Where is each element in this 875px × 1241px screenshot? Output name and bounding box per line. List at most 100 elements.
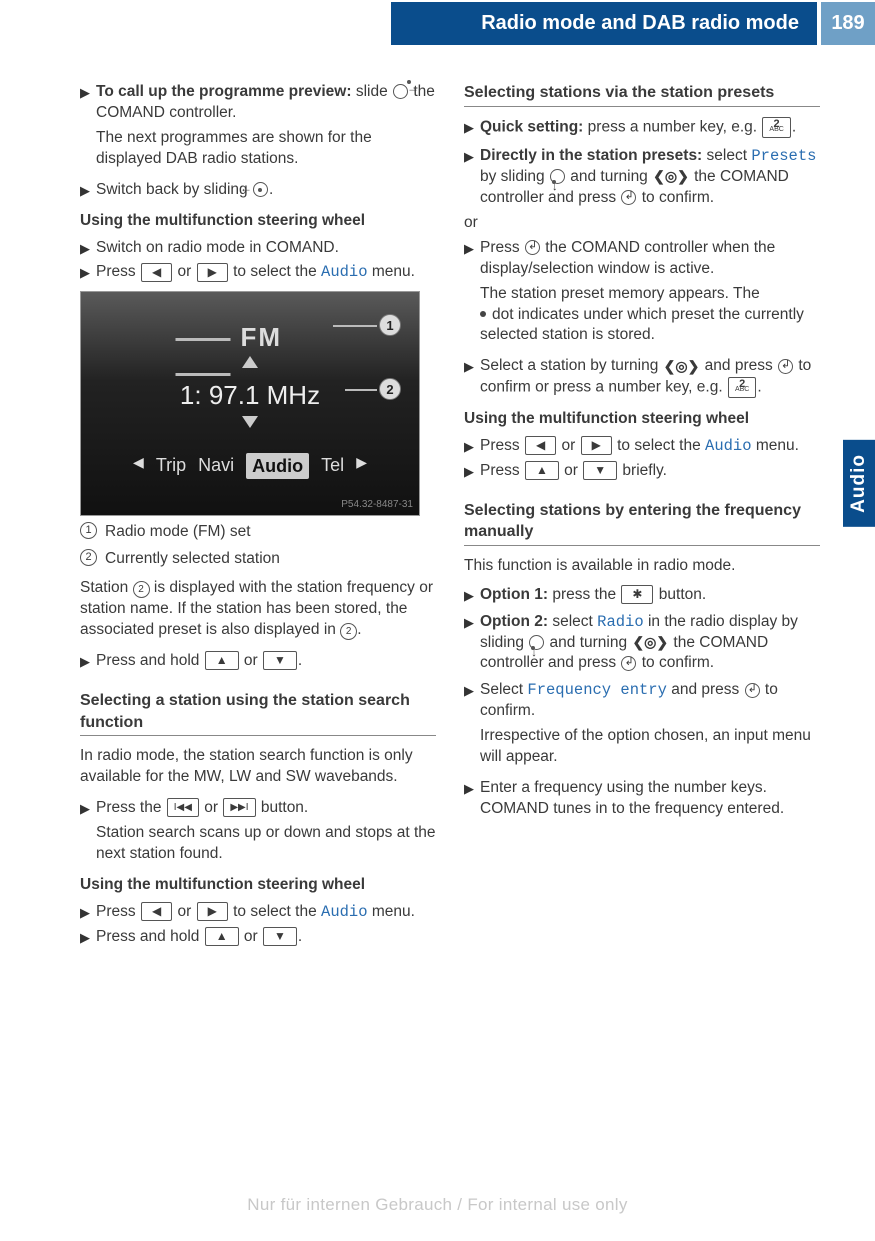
page-header: Radio mode and DAB radio mode 189 (391, 0, 875, 46)
section-heading: Selecting a station using the station se… (80, 690, 436, 733)
step-marker: ▶ (80, 180, 96, 201)
down-arrow-key-icon: ▼ (263, 927, 297, 946)
step: ▶ Quick setting: press a number key, e.g… (464, 117, 820, 139)
step-marker: ▶ (464, 356, 480, 398)
text: and turning (545, 634, 631, 651)
step-body: Quick setting: press a number key, e.g. … (480, 117, 820, 139)
text: or (200, 799, 222, 816)
text: select (702, 147, 751, 164)
menu-right-icon: ▶ (356, 453, 367, 479)
text: and press (700, 357, 777, 374)
paragraph: Station 2 is displayed with the station … (80, 578, 436, 641)
slide-left-icon (253, 182, 268, 197)
fig-menu-active: Audio (246, 453, 309, 479)
legend-row: 1 Radio mode (FM) set (80, 522, 436, 543)
menu-name: Frequency entry (527, 681, 667, 699)
down-arrow-key-icon: ▼ (583, 461, 617, 480)
fig-frequency: 1: 97.1 MHz (180, 378, 320, 413)
text: or (560, 462, 582, 479)
text: or (173, 903, 195, 920)
text: menu. (368, 263, 415, 280)
turn-controller-icon: ❮◎❯ (664, 357, 700, 376)
step: ▶ Press ◀ or ▶ to select the Audio menu. (80, 262, 436, 283)
right-arrow-key-icon: ▶ (581, 436, 612, 455)
step-body: Press the I◀◀ or ▶▶I button. (96, 798, 436, 819)
step: ▶ Option 2: select Radio in the radio di… (464, 612, 820, 675)
footer-watermark: Nur für internen Gebrauch / For internal… (0, 1195, 875, 1215)
content-columns: ▶ To call up the programme preview: slid… (80, 82, 820, 951)
step-sub: Station search scans up or down and stop… (96, 823, 436, 865)
text: Press (480, 462, 524, 479)
step-marker: ▶ (80, 262, 96, 283)
right-arrow-key-icon: ▶ (197, 902, 228, 921)
text: Select (480, 681, 527, 698)
step-marker: ▶ (464, 461, 480, 482)
step: ▶ Select a station by turning ❮◎❯ and pr… (464, 356, 820, 398)
step-marker: ▶ (80, 798, 96, 819)
text: Press and hold (96, 928, 204, 945)
step-body: Press ◀ or ▶ to select the Audio menu. (96, 902, 436, 923)
bold-lead: To call up the programme preview: (96, 83, 352, 100)
key-bottom: ABC (735, 387, 749, 393)
step: ▶ Press and hold ▲ or ▼. (80, 651, 436, 672)
text: select (548, 613, 597, 630)
slide-right-icon (393, 84, 408, 99)
step-body: To call up the programme preview: slide … (96, 82, 436, 124)
bold-lead: Option 2: (480, 613, 548, 630)
paragraph: This function is available in radio mode… (464, 556, 820, 577)
turn-controller-icon: ❮◎❯ (653, 167, 689, 186)
text: Select a station by turning (480, 357, 663, 374)
subhead: Using the multifunction steering wheel (80, 875, 436, 896)
step: ▶ To call up the programme preview: slid… (80, 82, 436, 124)
fig-menu-item: Navi (198, 453, 234, 479)
step: ▶ Select Frequency entry and press to co… (464, 680, 820, 722)
text: to confirm. (637, 189, 714, 206)
menu-name: Audio (321, 903, 368, 921)
step-marker: ▶ (464, 778, 480, 820)
step-marker: ▶ (464, 238, 480, 280)
legend-text: Radio mode (FM) set (105, 522, 251, 543)
legend-text: Currently selected station (105, 549, 280, 570)
paragraph: In radio mode, the station search functi… (80, 746, 436, 788)
step-body: Switch back by sliding . (96, 180, 436, 201)
up-arrow-key-icon: ▲ (205, 927, 239, 946)
text: briefly. (618, 462, 667, 479)
step: ▶ Press ◀ or ▶ to select the Audio menu. (464, 436, 820, 457)
step: ▶ Press ◀ or ▶ to select the Audio menu. (80, 902, 436, 923)
menu-name: Presets (751, 147, 816, 165)
step-marker: ▶ (464, 680, 480, 722)
step-body: Press the COMAND controller when the dis… (480, 238, 820, 280)
step: ▶ Enter a frequency using the number key… (464, 778, 820, 820)
text: press the (548, 586, 620, 603)
step-marker: ▶ (80, 238, 96, 259)
press-controller-icon (621, 656, 636, 671)
step-body: Enter a frequency using the number keys.… (480, 778, 820, 820)
legend-num: 2 (80, 549, 97, 566)
menu-left-icon: ◀ (133, 453, 144, 479)
press-controller-icon (621, 190, 636, 205)
heading-rule (80, 735, 436, 736)
step-marker: ▶ (80, 651, 96, 672)
section-heading: Selecting stations by entering the frequ… (464, 500, 820, 543)
left-arrow-key-icon: ◀ (141, 902, 172, 921)
heading-rule (464, 106, 820, 107)
right-column: Selecting stations via the station prese… (464, 82, 820, 951)
text: and press (667, 681, 744, 698)
text: Press (480, 239, 524, 256)
text: by sliding (480, 168, 549, 185)
display-figure: FM 1: 97.1 MHz ◀ Trip Navi Audio Tel ▶ 1… (80, 291, 420, 516)
heading-rule (464, 545, 820, 546)
step: ▶ Directly in the station presets: selec… (464, 146, 820, 209)
text: or (240, 652, 262, 669)
text: button. (654, 586, 706, 603)
dot-icon (480, 311, 486, 317)
subhead: Using the multifunction steering wheel (464, 409, 820, 430)
text: Press and hold (96, 652, 204, 669)
step-body: Press and hold ▲ or ▼. (96, 927, 436, 948)
step: ▶ Option 1: press the ✱ button. (464, 585, 820, 606)
text: menu. (752, 437, 799, 454)
section-heading: Selecting stations via the station prese… (464, 82, 820, 104)
down-arrow-key-icon: ▼ (263, 651, 297, 670)
left-arrow-key-icon: ◀ (525, 436, 556, 455)
step: ▶ Press the COMAND controller when the d… (464, 238, 820, 280)
